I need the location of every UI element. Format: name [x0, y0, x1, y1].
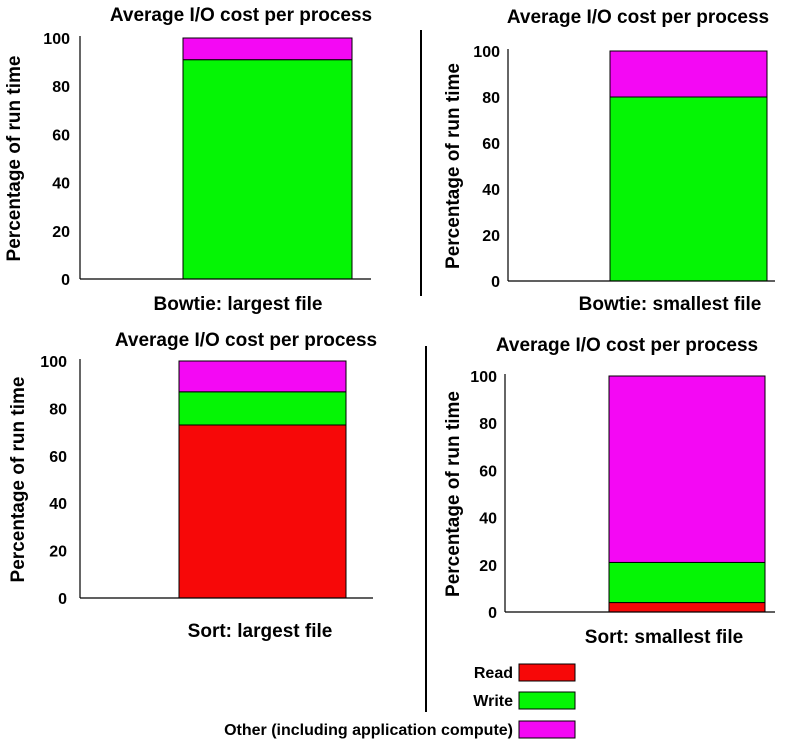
legend-swatch-write: [518, 691, 576, 710]
legend-label: Read: [474, 665, 513, 682]
y-tick-label: 80: [49, 401, 67, 418]
bar-segment-write: [609, 96, 768, 282]
x-axis-label: Sort: largest file: [188, 621, 333, 642]
chart-panel-4: Average I/O cost per process Percentage o…: [443, 335, 775, 648]
y-tick-label: 40: [479, 511, 497, 528]
y-tick-label: 60: [52, 127, 70, 144]
bar-segment-other: [609, 50, 768, 98]
y-tick-label: 40: [52, 176, 70, 193]
x-axis-label: Sort: smallest file: [585, 627, 743, 648]
chart-title: Average I/O cost per process: [507, 7, 769, 28]
chart-title: Average I/O cost per process: [110, 5, 372, 26]
y-tick-label: 80: [482, 90, 500, 107]
bar-segment-write: [182, 59, 353, 280]
y-axis-label: Percentage of run time: [4, 56, 25, 262]
y-tick-label: 80: [479, 416, 497, 433]
y-tick-label: 100: [470, 369, 497, 386]
bar-segment-other: [178, 360, 347, 393]
y-axis-label: Percentage of run time: [443, 63, 464, 269]
y-tick-label: 60: [49, 449, 67, 466]
y-tick-label: 100: [43, 31, 70, 48]
chart-title: Average I/O cost per process: [115, 330, 377, 351]
y-tick-label: 20: [49, 544, 67, 561]
y-tick-label: 100: [473, 44, 500, 61]
bar-segment-write: [178, 391, 347, 426]
y-tick-label: 20: [52, 224, 70, 241]
legend-swatch-other: [518, 720, 576, 739]
chart-panels: Average I/O cost per process Percentage o…: [4, 5, 775, 648]
y-tick-label: 20: [479, 558, 497, 575]
legend-label: Write: [473, 693, 513, 710]
x-axis-label: Bowtie: smallest file: [579, 294, 762, 315]
y-tick-label: 0: [61, 272, 70, 289]
x-axis-label: Bowtie: largest file: [154, 294, 323, 315]
y-axis-label: Percentage of run time: [443, 391, 464, 597]
legend-label: Other (including application compute): [224, 722, 513, 739]
legend-item-write: Write: [473, 691, 576, 710]
bar-segment-write: [608, 561, 766, 604]
legend-item-read: Read: [474, 663, 576, 682]
legend: Read Write Other (including application co…: [224, 663, 576, 739]
y-tick-label: 40: [49, 496, 67, 513]
chart-panel-1: Average I/O cost per process Percentage o…: [4, 5, 372, 315]
chart-title: Average I/O cost per process: [496, 335, 758, 356]
y-tick-label: 100: [40, 354, 67, 371]
y-axis-label: Percentage of run time: [8, 377, 29, 583]
y-tick-label: 0: [488, 605, 497, 622]
y-tick-label: 0: [491, 274, 500, 291]
y-tick-label: 20: [482, 228, 500, 245]
bar-segment-other: [608, 375, 766, 563]
legend-item-other: Other (including application compute): [224, 720, 576, 739]
legend-swatch-read: [518, 663, 576, 682]
y-tick-label: 80: [52, 79, 70, 96]
bar-segment-other: [182, 37, 353, 61]
y-tick-label: 40: [482, 182, 500, 199]
chart-panel-2: Average I/O cost per process Percentage o…: [443, 7, 775, 315]
y-tick-label: 60: [479, 463, 497, 480]
chart-panel-3: Average I/O cost per process Percentage o…: [8, 330, 377, 642]
bar-segment-read: [178, 424, 347, 599]
y-tick-label: 0: [58, 591, 67, 608]
bar-segment-read: [608, 602, 766, 613]
y-tick-label: 60: [482, 136, 500, 153]
